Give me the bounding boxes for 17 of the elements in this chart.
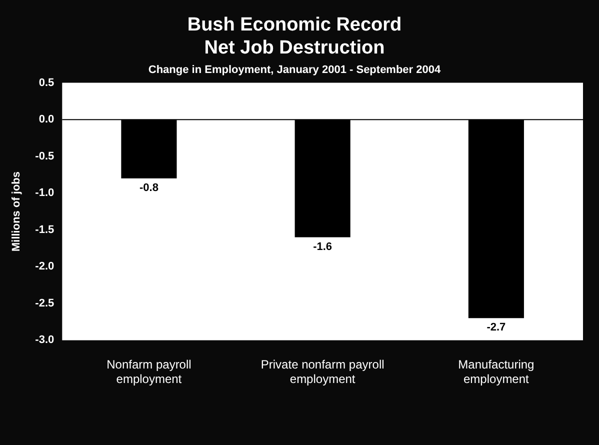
chart-title: Bush Economic Record Net Job Destruction — [187, 14, 402, 58]
data-label: -1.6 — [313, 240, 332, 253]
y-tick-label: -1.0 — [35, 187, 54, 200]
x-tick-label: Private nonfarm payroll employment — [260, 358, 384, 386]
data-label: -2.7 — [486, 322, 506, 334]
y-tick-label: -0.5 — [35, 150, 54, 162]
y-axis-title: Millions of jobs — [10, 171, 23, 252]
y-tick-label: -2.5 — [35, 297, 54, 310]
y-tick-label: -3.0 — [35, 334, 54, 346]
y-tick-label: -1.5 — [35, 224, 54, 236]
data-label: -0.8 — [139, 182, 158, 194]
x-tick-label: Manufacturing employment — [458, 358, 534, 386]
chart-subtitle: Change in Employment, January 2001 - September 2004 — [148, 64, 442, 76]
x-tick-label: Nonfarm payroll employment — [106, 358, 192, 386]
y-tick-label: 0.0 — [38, 114, 54, 126]
y-tick-label: 0.5 — [38, 76, 54, 89]
y-tick-label: -2.0 — [35, 260, 54, 273]
